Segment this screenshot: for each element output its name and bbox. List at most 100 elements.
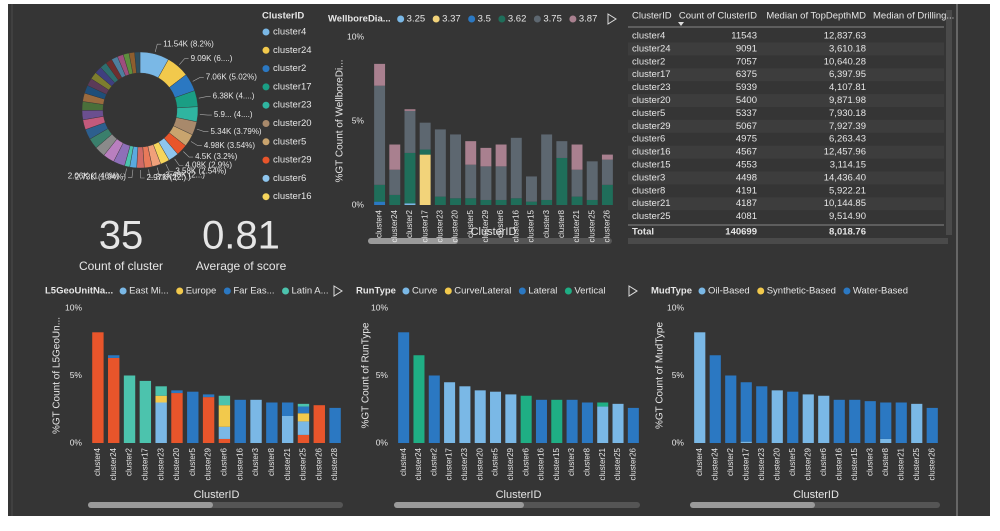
- scrollbar-thumb[interactable]: [690, 502, 815, 508]
- table-cell: cluster8: [632, 185, 665, 196]
- table-cell: 5337: [736, 108, 757, 119]
- legend-title: RunType: [356, 286, 396, 297]
- bar-segment: [571, 196, 583, 205]
- legend-marker: [262, 138, 270, 146]
- data-label: 9.09K (6....): [191, 54, 233, 63]
- table-cell: cluster25: [632, 211, 671, 222]
- data-label: 5.9... (4....): [214, 110, 253, 119]
- bar-segment: [297, 434, 310, 443]
- legend-marker: [533, 15, 541, 23]
- bar-segment: [202, 394, 215, 398]
- label-leader: [120, 168, 127, 177]
- y-tick-label: 5%: [70, 370, 83, 380]
- table-cell: cluster20: [632, 95, 671, 106]
- bar-segment: [802, 394, 814, 443]
- bar-segment: [601, 154, 613, 160]
- x-tick-label: cluster4: [695, 447, 704, 476]
- bar-segment: [571, 144, 583, 170]
- bar-segment: [266, 402, 278, 443]
- scrollbar-thumb[interactable]: [368, 238, 458, 244]
- scrollbar-thumb[interactable]: [394, 502, 524, 508]
- bar-segment: [389, 194, 401, 205]
- x-tick-label: cluster3: [567, 447, 576, 476]
- table-row-band: [628, 145, 944, 159]
- table-total: 140699: [725, 227, 757, 238]
- x-tick-label: cluster29: [481, 209, 490, 242]
- legend-label: 3.5: [478, 14, 491, 25]
- data-label: 6.38K (4....): [213, 92, 255, 101]
- bar-segment: [627, 407, 639, 443]
- x-tick-label: cluster20: [772, 447, 781, 480]
- table-cell: 14,436.40: [824, 172, 866, 183]
- table-cell: cluster24: [632, 43, 671, 54]
- bar-segment: [374, 201, 386, 205]
- bar-segment: [155, 395, 167, 403]
- bar-segment: [139, 380, 152, 443]
- bar-segment: [597, 406, 609, 443]
- more-icon[interactable]: [333, 285, 343, 297]
- label-leader: [190, 141, 202, 147]
- x-tick-label: cluster5: [188, 447, 197, 476]
- legend-label: 3.25: [407, 14, 426, 25]
- x-tick-label: cluster6: [819, 447, 828, 476]
- bar-segment: [480, 147, 492, 167]
- data-label: 11.54K (8.2%): [163, 39, 214, 48]
- legend-label: cluster23: [273, 100, 312, 111]
- x-tick-label: cluster5: [466, 209, 475, 238]
- legend-marker: [843, 287, 851, 295]
- legend-marker: [569, 15, 577, 23]
- more-icon[interactable]: [607, 13, 617, 25]
- table-cell: 9091: [736, 43, 757, 54]
- bar-segment: [234, 399, 246, 443]
- data-label: 2.73K (1.94%): [75, 173, 126, 182]
- bar-segment: [709, 355, 721, 443]
- bar-segment: [880, 402, 892, 439]
- bar-segment: [551, 399, 563, 443]
- x-tick-label: cluster25: [587, 209, 596, 242]
- scrollbar-thumb[interactable]: [88, 502, 213, 508]
- table-cell: cluster21: [632, 198, 671, 209]
- table-hscrollbar[interactable]: [628, 238, 948, 244]
- table-cell: 3,610.18: [829, 43, 866, 54]
- table-scrollbar[interactable]: [946, 10, 952, 235]
- table-cell: cluster5: [632, 108, 665, 119]
- table-header: Median of Drilling...: [873, 11, 954, 22]
- bar-segment: [465, 141, 477, 165]
- x-tick-label: cluster26: [927, 447, 936, 480]
- more-icon[interactable]: [628, 285, 638, 297]
- legend-marker: [564, 287, 572, 295]
- bar-segment: [465, 198, 477, 205]
- x-tick-label: cluster23: [460, 447, 469, 480]
- bar-segment: [404, 109, 416, 111]
- x-axis-title: ClusterID: [194, 489, 240, 501]
- bar-segment: [413, 355, 425, 443]
- bar-segment: [434, 129, 446, 197]
- bar-segment: [510, 198, 522, 205]
- table-row-band: [628, 94, 944, 107]
- legend-label: cluster17: [273, 81, 312, 92]
- x-tick-label: cluster23: [156, 447, 165, 480]
- label-leader: [154, 43, 162, 53]
- bar-segment: [926, 407, 938, 443]
- legend-label: cluster4: [273, 27, 306, 38]
- bar-segment: [556, 141, 568, 158]
- x-tick-label: cluster29: [803, 447, 812, 480]
- x-tick-label: cluster8: [267, 447, 276, 476]
- legend-label: Curve/Lateral: [454, 286, 511, 297]
- card-value: 35: [99, 214, 144, 258]
- legend-marker: [262, 46, 270, 54]
- table-cell: 10,144.85: [824, 198, 866, 209]
- x-tick-label: cluster24: [710, 447, 719, 480]
- x-tick-label: cluster29: [506, 447, 515, 480]
- sort-indicator[interactable]: [678, 22, 684, 26]
- table-header: Count of ClusterID: [679, 11, 757, 22]
- x-tick-label: cluster21: [572, 209, 581, 242]
- table-total: 8,018.76: [829, 227, 866, 238]
- table-total: Total: [632, 227, 654, 238]
- table-cell: 5400: [736, 95, 757, 106]
- card-label: Average of score: [196, 259, 287, 273]
- bar-segment: [398, 332, 410, 443]
- label-leader: [198, 96, 211, 99]
- x-tick-label: cluster29: [204, 447, 213, 480]
